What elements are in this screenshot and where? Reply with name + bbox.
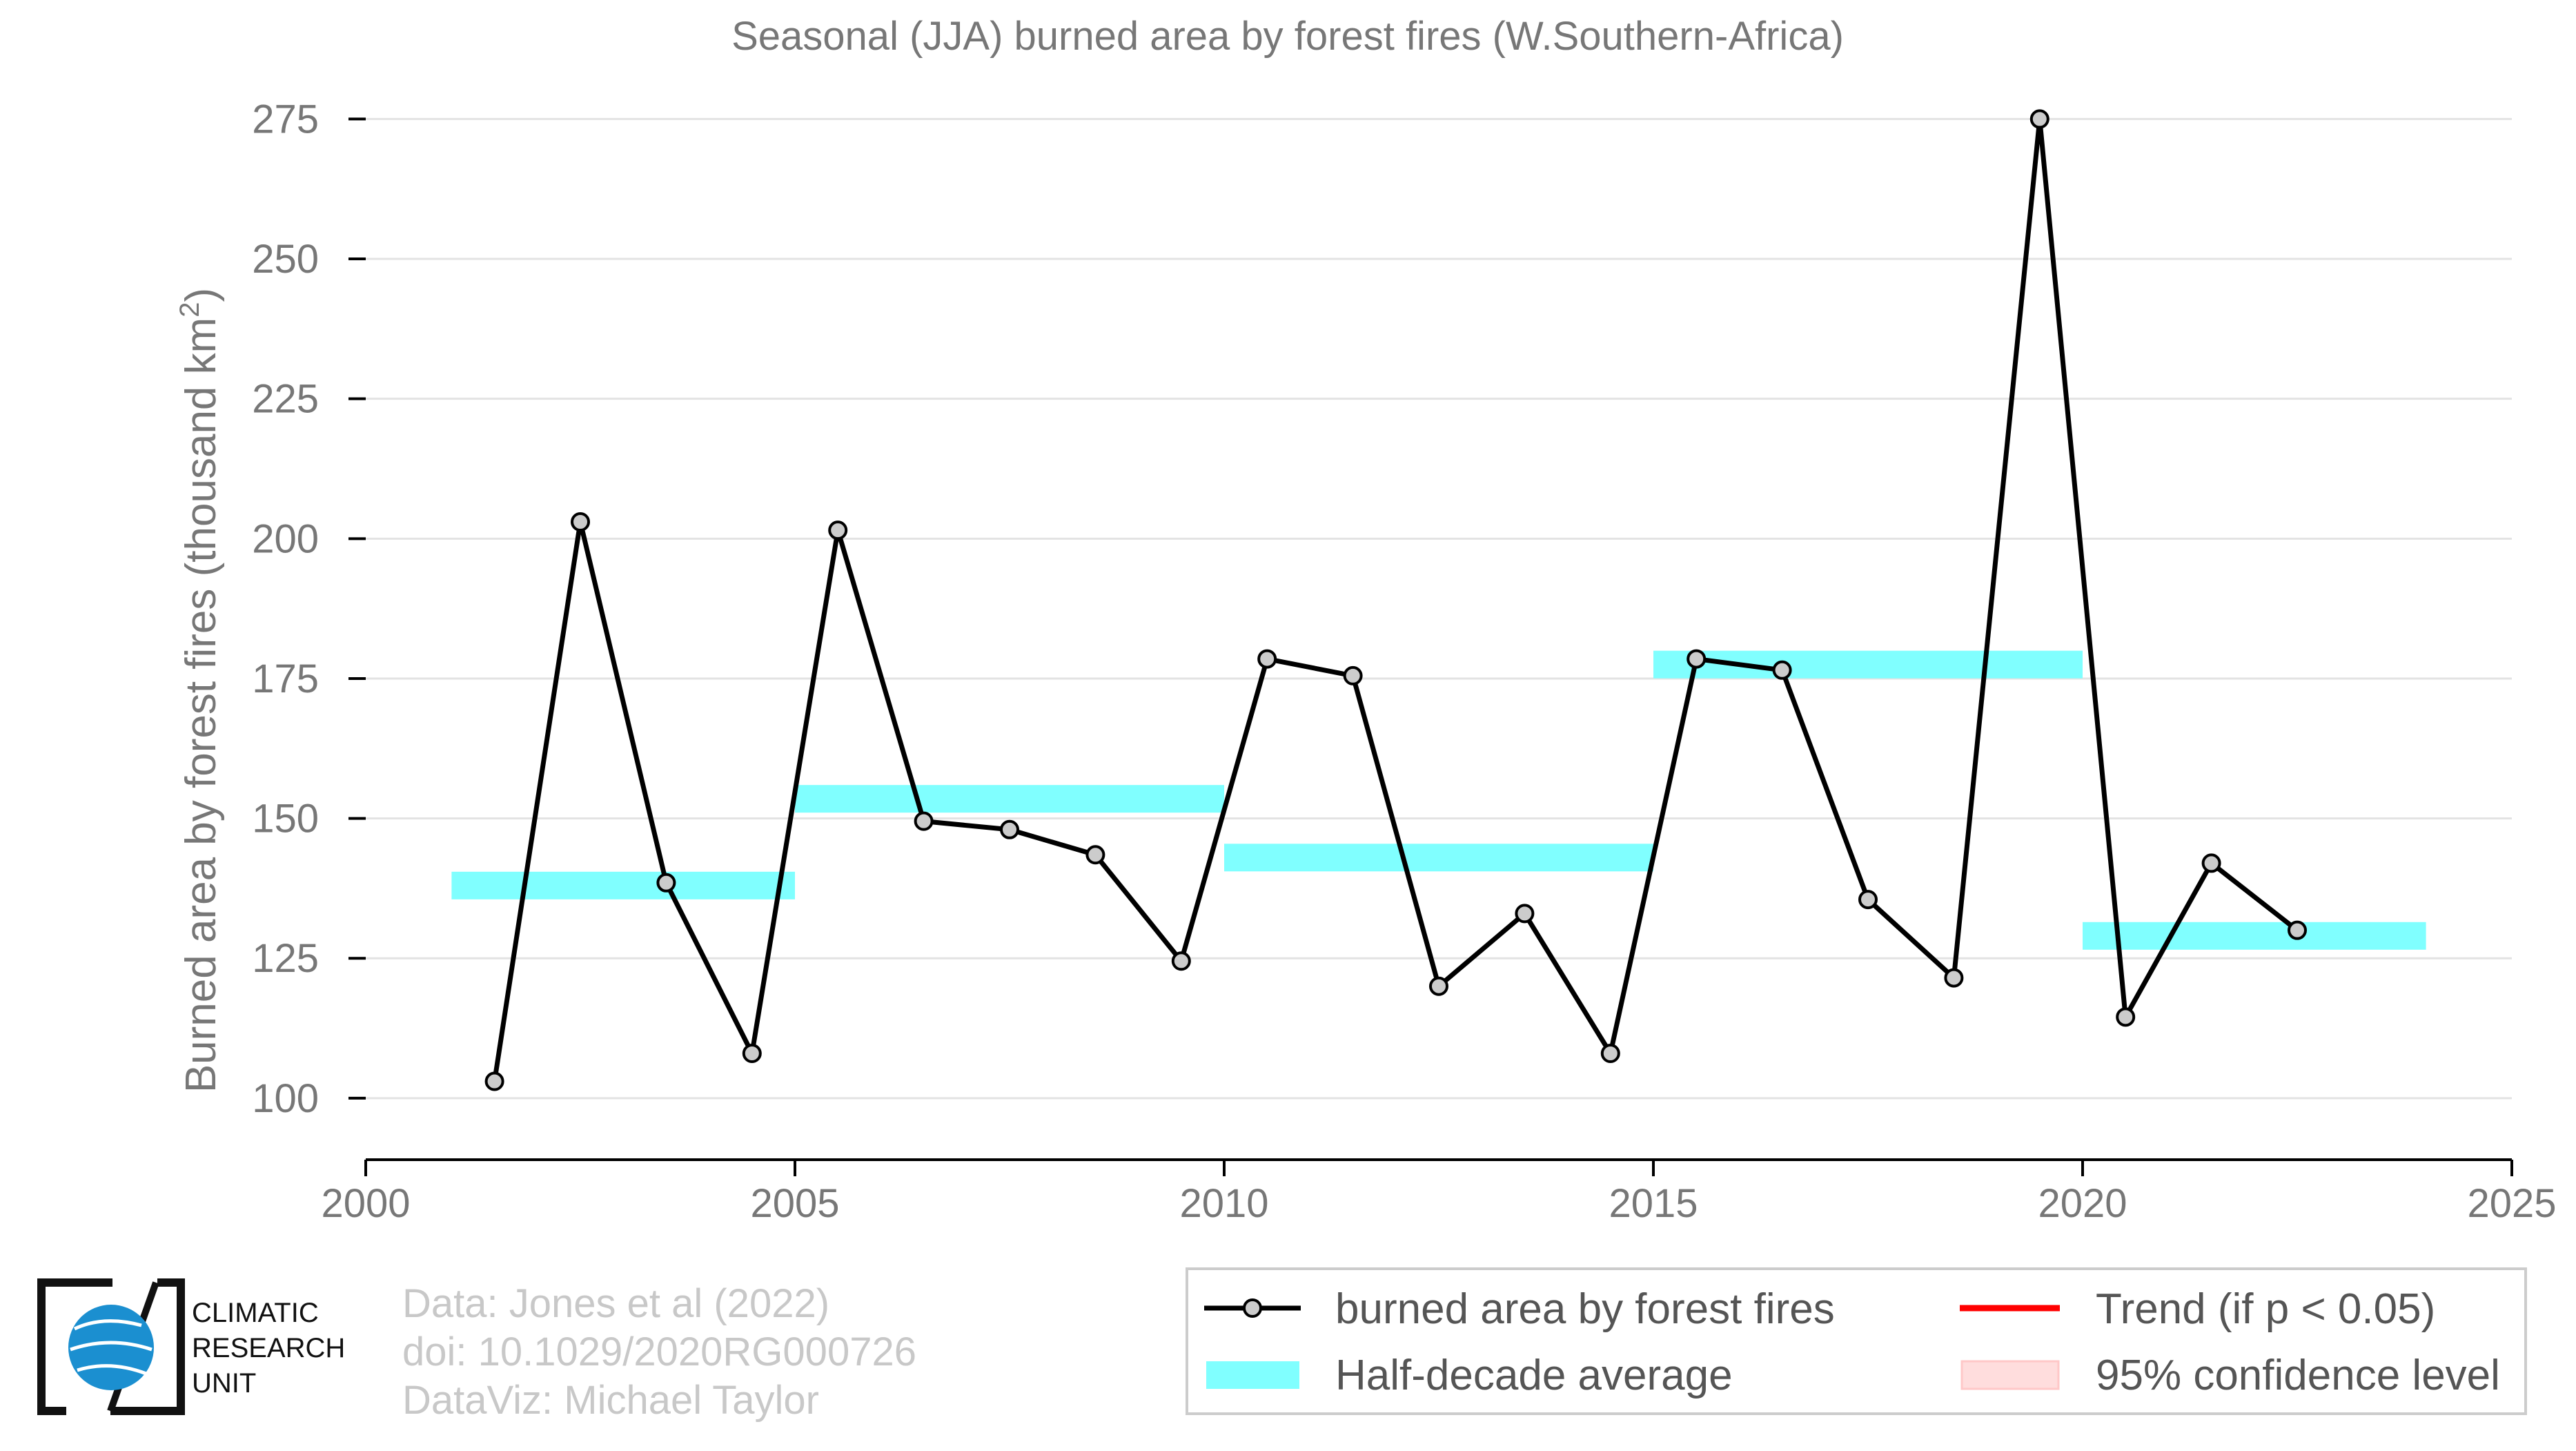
y-tick-label: 150	[252, 797, 319, 841]
data-point	[914, 811, 934, 831]
data-point	[1343, 665, 1363, 685]
y-tick-label: 250	[252, 237, 319, 282]
x-tick-label: 2025	[2467, 1181, 2556, 1226]
legend-label-half-decade: Half-decade average	[1335, 1352, 1733, 1399]
logo-bracket-left	[37, 1278, 112, 1415]
data-point	[1944, 968, 1964, 988]
data-point	[1858, 890, 1878, 910]
y-tick-label: 275	[252, 97, 319, 142]
data-point	[484, 1071, 504, 1091]
y-tick-label: 100	[252, 1076, 319, 1121]
y-tick-label: 200	[252, 516, 319, 561]
data-point	[2288, 920, 2307, 940]
globe-contour	[77, 1364, 147, 1376]
half-decade-band	[2083, 922, 2426, 950]
data-point	[656, 873, 676, 893]
data-point	[2201, 853, 2221, 873]
data-point	[1687, 649, 1707, 669]
legend-box	[1186, 1267, 2527, 1415]
grid	[366, 117, 2512, 1100]
logo-bracket-right	[110, 1278, 185, 1415]
legend-swatch-half-decade	[1206, 1361, 1299, 1389]
half-decade-bands	[451, 650, 2426, 950]
y-axis-ticks: 100 125 150 175 200 225 250 275	[252, 97, 366, 1121]
data-point	[2029, 109, 2049, 129]
y-tick-label: 175	[252, 656, 319, 701]
series-line-path	[492, 116, 2299, 1082]
y-axis-label-close: )	[177, 288, 225, 302]
y-axis-label-text: Burned area by forest fires (thousand km	[177, 318, 225, 1093]
credit-doi: doi: 10.1029/2020RG000726	[402, 1330, 916, 1374]
x-tick-label: 2005	[750, 1181, 839, 1226]
y-tick-label: 225	[252, 377, 319, 422]
half-decade-band	[1653, 650, 2083, 679]
data-point	[742, 1044, 762, 1063]
data-point	[1600, 1044, 1620, 1063]
y-tick-label: 125	[252, 936, 319, 981]
logo-text-line2: RESEARCH	[192, 1333, 345, 1363]
x-tick-label: 2020	[2038, 1181, 2127, 1226]
data-point	[2116, 1007, 2136, 1027]
x-tick-label: 2015	[1609, 1181, 1698, 1226]
globe-contour	[70, 1341, 153, 1352]
x-tick-label: 2000	[321, 1181, 410, 1226]
half-decade-band	[451, 871, 795, 899]
globe-contour	[73, 1319, 142, 1331]
data-point	[1085, 845, 1105, 865]
legend-label-series: burned area by forest fires	[1335, 1285, 1835, 1333]
legend-swatch-marker	[1243, 1298, 1262, 1318]
cru-logo: CLIMATIC RESEARCH UNIT	[37, 1278, 345, 1415]
x-tick-label: 2010	[1179, 1181, 1268, 1226]
series-markers	[484, 109, 2307, 1091]
half-decade-band	[1224, 844, 1653, 872]
legend-label-trend: Trend (if p < 0.05)	[2096, 1285, 2435, 1333]
credit-dataviz: DataViz: Michael Taylor	[402, 1378, 819, 1423]
y-axis-label-superscript: 2	[175, 302, 205, 317]
data-point	[571, 512, 590, 532]
series-line	[492, 116, 2299, 1082]
logo-text-line1: CLIMATIC	[192, 1298, 319, 1328]
data-point	[1171, 951, 1191, 971]
data-point	[1000, 819, 1019, 839]
legend: burned area by forest fires Trend (if p …	[1186, 1267, 2527, 1415]
data-point	[828, 520, 848, 541]
data-point	[1429, 976, 1448, 996]
data-point	[1772, 660, 1792, 680]
x-axis: 2000 2005 2010 2015 2020 2025	[321, 1158, 2557, 1226]
chart-title: Seasonal (JJA) burned area by forest fir…	[731, 14, 1844, 59]
data-point	[1515, 904, 1535, 924]
y-axis-label: Burned area by forest fires (thousand km…	[175, 288, 225, 1093]
credit-data: Data: Jones et al (2022)	[402, 1281, 829, 1326]
half-decade-band	[795, 785, 1224, 813]
data-point	[1257, 649, 1277, 669]
legend-label-confidence: 95% confidence level	[2096, 1352, 2500, 1399]
legend-swatch-confidence	[1960, 1360, 2060, 1390]
logo-text-line3: UNIT	[192, 1368, 256, 1399]
